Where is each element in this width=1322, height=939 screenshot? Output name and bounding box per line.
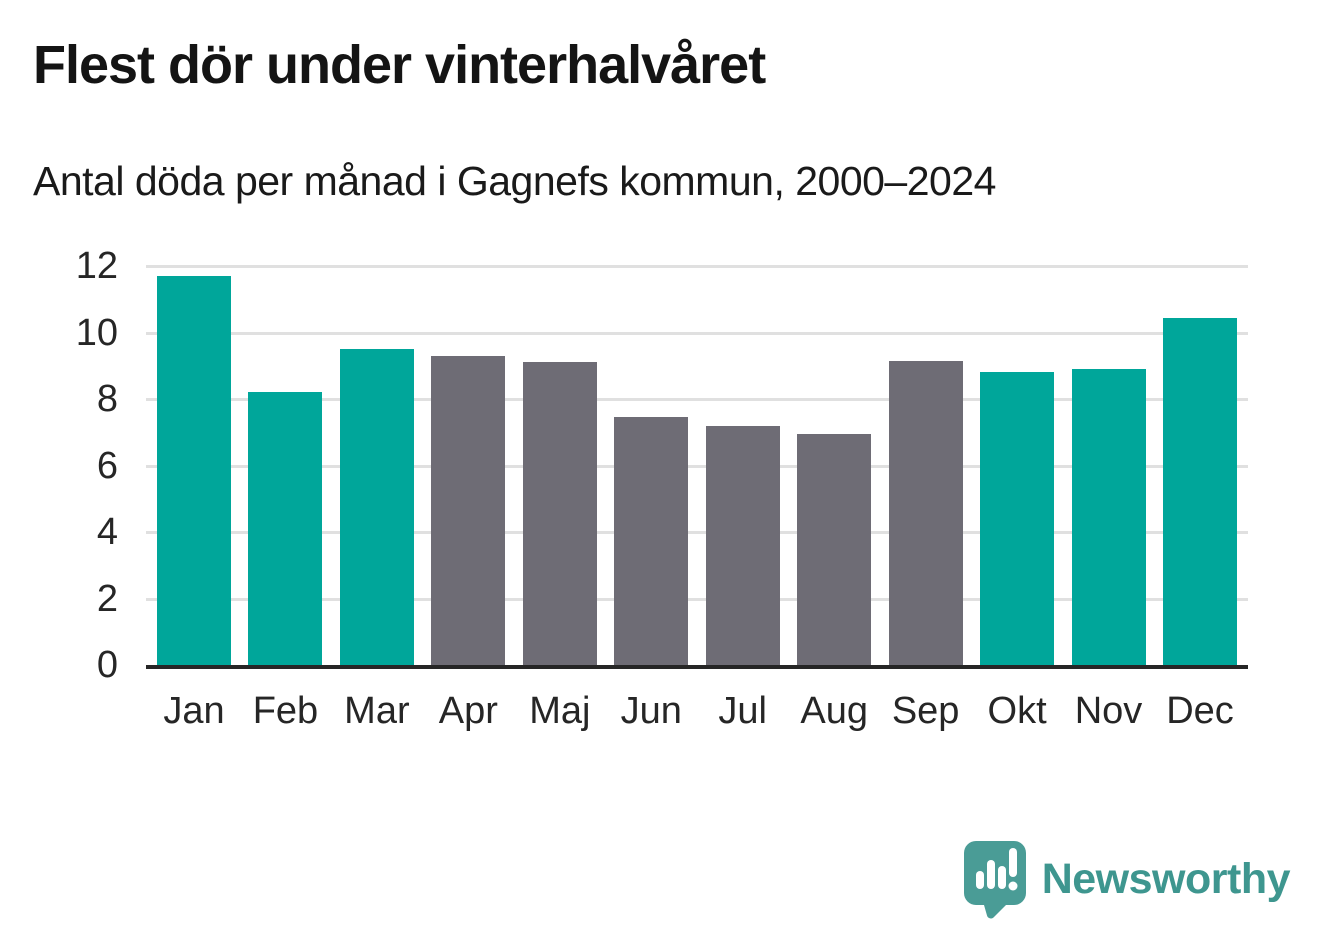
bar-sep bbox=[888, 360, 963, 665]
y-tick-label-2: 2 bbox=[96, 577, 118, 620]
x-tick-label-mar: Mar bbox=[344, 690, 410, 732]
x-axis: Jan Feb Mar Apr Maj Jun Jul Aug Sep Okt Nov Dec bbox=[146, 688, 1248, 734]
logo-bar-short bbox=[975, 871, 984, 889]
logo-bar-tall bbox=[986, 860, 995, 889]
gridline-y-12 bbox=[146, 265, 1248, 268]
gridline-y-8 bbox=[146, 398, 1248, 401]
bar-jan bbox=[157, 275, 231, 665]
x-tick-label-jan: Jan bbox=[163, 690, 225, 732]
bar-feb bbox=[248, 392, 323, 665]
bar-jun bbox=[614, 417, 689, 665]
bar-maj bbox=[522, 362, 597, 665]
gridline-y-4 bbox=[146, 531, 1248, 534]
page-title: Flest dör under vinterhalvåret bbox=[33, 35, 766, 95]
y-tick-label-12: 12 bbox=[75, 245, 118, 287]
gridline-y-2 bbox=[146, 597, 1248, 601]
logo-exclamation-dot bbox=[1008, 881, 1018, 891]
bar-dec bbox=[1163, 317, 1237, 665]
y-tick-label-4: 4 bbox=[96, 511, 118, 553]
bar-okt bbox=[980, 372, 1055, 665]
bar-apr bbox=[431, 355, 506, 665]
page-subtitle: Antal döda per månad i Gagnefs kommun, 2… bbox=[33, 158, 996, 204]
bar-nov bbox=[1071, 369, 1146, 665]
y-tick-label-6: 6 bbox=[96, 444, 118, 487]
logo-exclamation-bar bbox=[1008, 848, 1017, 877]
x-tick-label-nov: Nov bbox=[1074, 690, 1143, 732]
gridline-y-6 bbox=[146, 464, 1248, 468]
x-tick-label-jul: Jul bbox=[718, 690, 767, 732]
bar-mar bbox=[339, 349, 414, 665]
bar-jul bbox=[705, 425, 780, 665]
x-tick-label-feb: Feb bbox=[252, 690, 319, 732]
brand-footer: Newsworthy bbox=[962, 839, 1291, 919]
newsworthy-logo-icon bbox=[963, 841, 1026, 919]
y-axis: 0 2 4 6 8 10 12 bbox=[0, 245, 118, 686]
y-tick-label-10: 10 bbox=[75, 311, 118, 354]
x-tick-label-maj: Maj bbox=[529, 690, 591, 732]
plot-area bbox=[146, 265, 1248, 669]
brand-name: Newsworthy bbox=[1041, 854, 1291, 903]
x-tick-label-aug: Aug bbox=[800, 690, 868, 732]
logo-bar-medium bbox=[997, 866, 1006, 889]
x-tick-label-dec: Dec bbox=[1166, 690, 1234, 732]
x-tick-label-okt: Okt bbox=[987, 690, 1047, 732]
y-tick-label-8: 8 bbox=[96, 378, 118, 420]
x-tick-label-jun: Jun bbox=[620, 690, 682, 732]
y-tick-label-0: 0 bbox=[96, 644, 118, 686]
x-tick-label-apr: Apr bbox=[438, 690, 498, 732]
gridline-y-10 bbox=[146, 331, 1248, 335]
x-tick-label-sep: Sep bbox=[891, 690, 960, 732]
bar-aug bbox=[797, 433, 872, 665]
